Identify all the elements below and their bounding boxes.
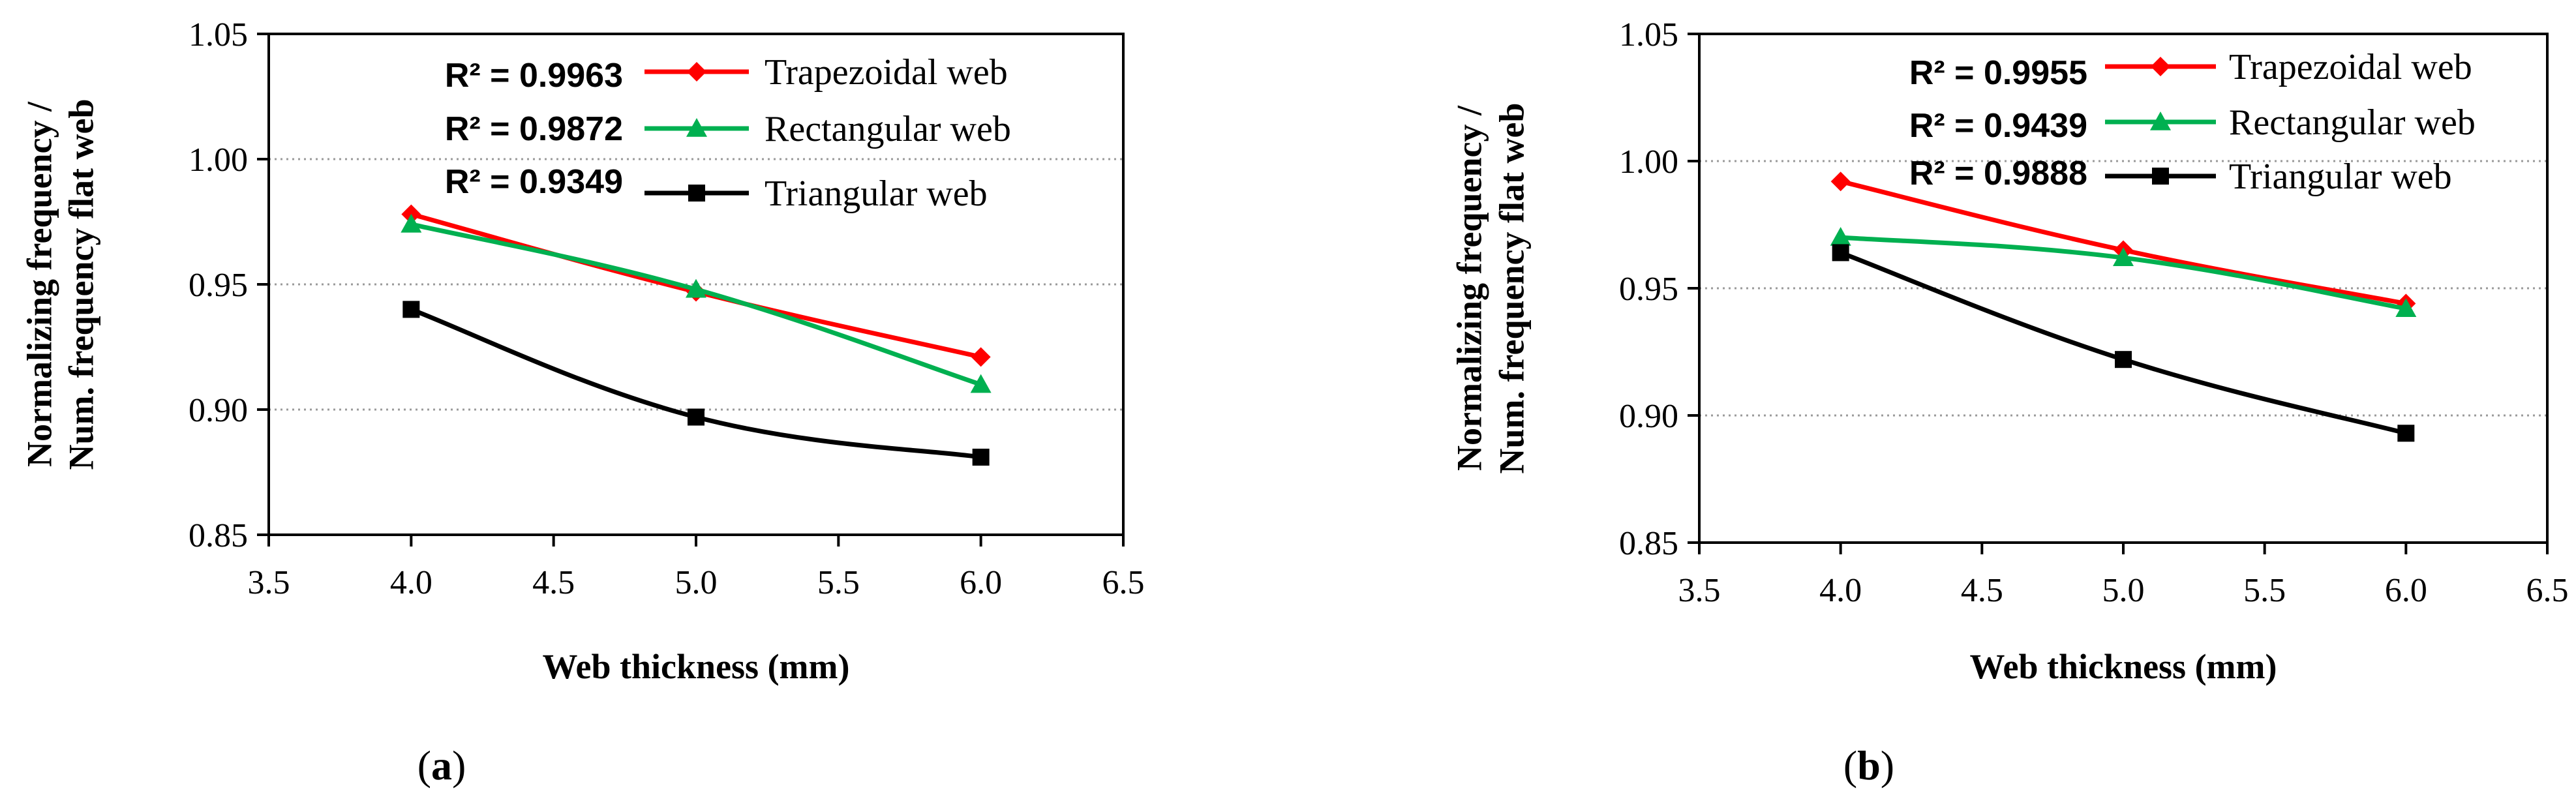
series-line bbox=[410, 307, 982, 460]
y-tick-label: 1.00 bbox=[1619, 143, 1678, 181]
legend-entry: Trapezoidal web bbox=[765, 52, 1008, 93]
x-tick-label: 5.0 bbox=[675, 564, 718, 601]
y-axis: 0.85 0.90 0.95 1.00 1.05 bbox=[189, 16, 269, 554]
data-point bbox=[2395, 298, 2417, 317]
chart-a: 0.85 0.90 0.95 1.00 1.05 3.5 4.0 4.5 5.0 5.5 6.0 6.… bbox=[20, 16, 1145, 788]
y-axis-title: Num. frequency flat web bbox=[61, 99, 100, 470]
x-axis-title: Web thickness (mm) bbox=[543, 647, 850, 686]
x-tick-label: 3.5 bbox=[1678, 572, 1721, 609]
data-point bbox=[2113, 247, 2134, 266]
r2-annotations: R² = 0.9963 R² = 0.9872 R² = 0.9349 bbox=[445, 57, 623, 201]
legend: Trapezoidal web Rectangular web Triangular… bbox=[2105, 47, 2476, 197]
legend-marker bbox=[688, 185, 705, 202]
r2-label: R² = 0.9963 bbox=[445, 57, 623, 95]
legend: Trapezoidal web Rectangular web Triangular… bbox=[644, 52, 1011, 214]
x-tick-label: 6.5 bbox=[2526, 572, 2569, 609]
x-tick-label: 4.5 bbox=[532, 564, 575, 601]
series-rectangular-web bbox=[401, 213, 992, 393]
x-tick-label: 6.0 bbox=[2385, 572, 2427, 609]
series-triangular-web bbox=[1832, 244, 2415, 442]
legend-marker bbox=[2152, 168, 2169, 185]
panel-label: (b) bbox=[1843, 742, 1894, 788]
data-point bbox=[971, 347, 991, 367]
gridlines bbox=[269, 158, 1123, 411]
data-point bbox=[686, 278, 706, 298]
r2-label: R² = 0.9955 bbox=[1909, 54, 2087, 92]
r2-label: R² = 0.9439 bbox=[1909, 107, 2087, 145]
x-axis-title: Web thickness (mm) bbox=[1970, 647, 2277, 686]
panel-label: (a) bbox=[417, 742, 466, 788]
y-tick-label: 1.00 bbox=[189, 142, 248, 179]
data-point bbox=[1830, 172, 1851, 192]
legend-marker bbox=[687, 62, 706, 82]
data-point bbox=[1832, 244, 1849, 262]
x-axis: 3.5 4.0 4.5 5.0 5.5 6.0 6.5 bbox=[248, 535, 1145, 601]
data-point bbox=[688, 408, 705, 426]
x-tick-label: 4.0 bbox=[390, 564, 432, 601]
x-axis: 3.5 4.0 4.5 5.0 5.5 6.0 6.5 bbox=[1678, 543, 2569, 609]
y-tick-label: 0.90 bbox=[1619, 398, 1678, 435]
x-tick-label: 6.0 bbox=[960, 564, 1002, 601]
y-tick-label: 0.95 bbox=[1619, 271, 1678, 308]
series-line bbox=[410, 222, 982, 387]
legend-entry: Rectangular web bbox=[2229, 102, 2476, 143]
y-tick-label: 0.95 bbox=[189, 267, 248, 304]
series-triangular-web bbox=[402, 301, 990, 466]
panel-letter: b bbox=[1857, 742, 1881, 788]
y-axis-title: Normalizing frequency / bbox=[1449, 105, 1489, 471]
x-tick-label: 4.0 bbox=[1819, 572, 1862, 609]
y-axis-title: Num. frequency flat web bbox=[1492, 103, 1531, 474]
chart-b: 0.85 0.90 0.95 1.00 1.05 3.5 4.0 4.5 5.0 5.5 6.0 6.… bbox=[1449, 16, 2569, 788]
panel-letter: a bbox=[431, 742, 452, 788]
r2-annotations: R² = 0.9955 R² = 0.9439 R² = 0.9888 bbox=[1909, 54, 2087, 192]
legend-entry: Trapezoidal web bbox=[2229, 47, 2472, 87]
x-tick-label: 6.5 bbox=[1102, 564, 1145, 601]
panel-b: 0.85 0.90 0.95 1.00 1.05 3.5 4.0 4.5 5.0 5.5 6.0 6.… bbox=[1288, 0, 2576, 807]
r2-label: R² = 0.9872 bbox=[445, 110, 623, 148]
x-tick-label: 5.0 bbox=[2102, 572, 2145, 609]
r2-label: R² = 0.9888 bbox=[1909, 155, 2087, 192]
x-tick-label: 5.5 bbox=[817, 564, 860, 601]
legend-entry: Triangular web bbox=[2229, 157, 2452, 197]
data-point bbox=[970, 374, 992, 393]
data-point bbox=[2397, 425, 2415, 442]
legend-entry: Rectangular web bbox=[765, 109, 1011, 149]
legend-marker bbox=[2150, 112, 2171, 130]
data-point bbox=[2115, 351, 2132, 368]
x-tick-label: 3.5 bbox=[248, 564, 290, 601]
y-tick-label: 0.85 bbox=[189, 517, 248, 554]
y-tick-label: 1.05 bbox=[189, 16, 248, 53]
y-axis: 0.85 0.90 0.95 1.00 1.05 bbox=[1619, 16, 1699, 562]
panel-a: 0.85 0.90 0.95 1.00 1.05 3.5 4.0 4.5 5.0 5.5 6.0 6.… bbox=[0, 0, 1288, 807]
data-point bbox=[402, 301, 420, 318]
r2-label: R² = 0.9349 bbox=[445, 163, 623, 201]
series-rectangular-web bbox=[1830, 227, 2417, 317]
y-tick-label: 1.05 bbox=[1619, 16, 1678, 53]
legend-entry: Triangular web bbox=[765, 173, 988, 214]
data-point bbox=[972, 448, 990, 466]
y-tick-label: 0.90 bbox=[189, 392, 248, 429]
data-point bbox=[401, 213, 422, 233]
gridlines bbox=[1699, 160, 2547, 417]
x-tick-label: 4.5 bbox=[1961, 572, 2003, 609]
y-tick-label: 0.85 bbox=[1619, 525, 1678, 562]
legend-marker bbox=[686, 118, 707, 137]
x-tick-label: 5.5 bbox=[2243, 572, 2286, 609]
series-line bbox=[1840, 250, 2407, 436]
y-axis-title: Normalizing frequency / bbox=[20, 101, 59, 467]
legend-marker bbox=[2151, 57, 2170, 76]
data-point bbox=[1830, 227, 1851, 246]
